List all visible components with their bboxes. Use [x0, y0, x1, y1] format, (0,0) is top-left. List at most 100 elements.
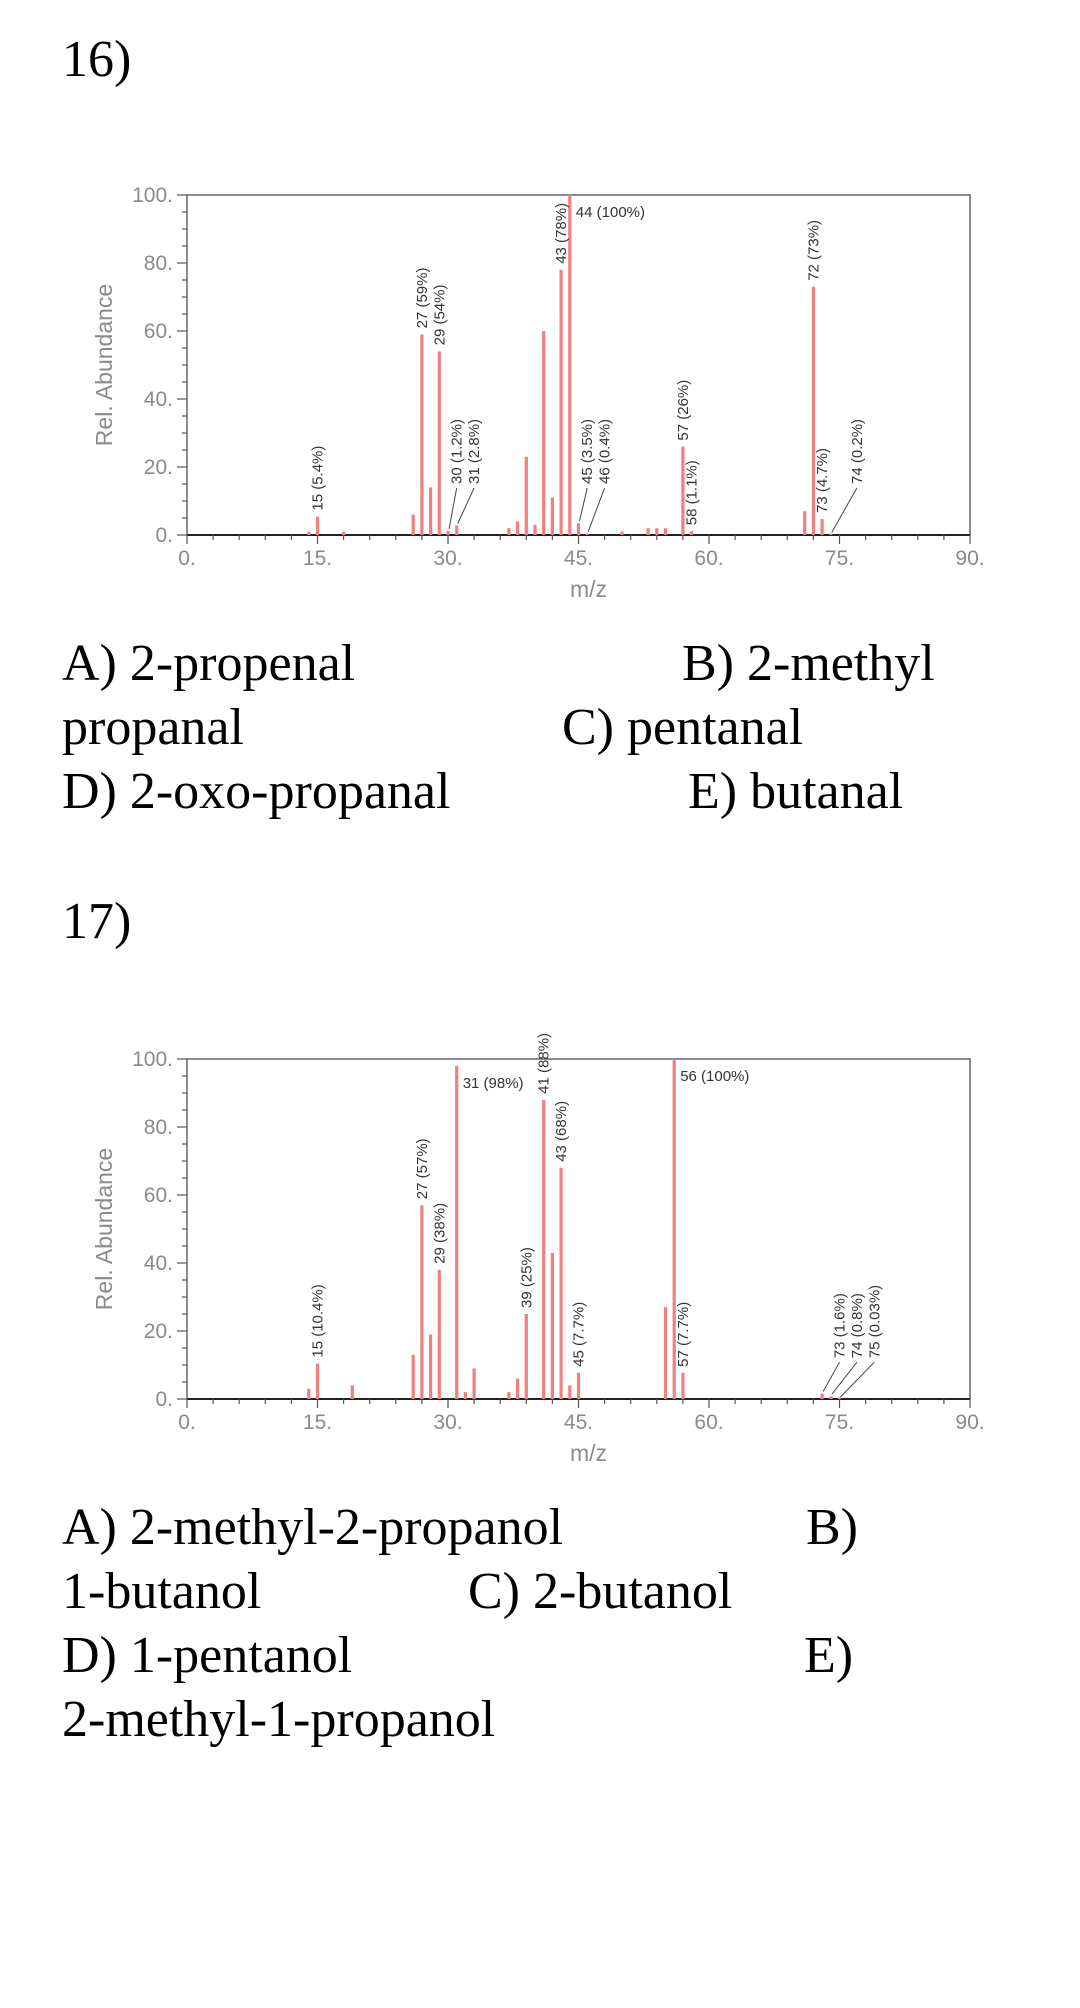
- peak-bar: [550, 1252, 554, 1399]
- peak-bar: [542, 331, 546, 535]
- y-tick-label: 20.: [144, 1320, 173, 1343]
- y-axis-label: Rel. Abundance: [91, 284, 117, 446]
- peak-label: 45 (7.7%): [571, 1302, 588, 1367]
- peak-label: 72 (73%): [805, 220, 822, 281]
- y-tick-label: 40.: [144, 388, 173, 411]
- mass-spectrum-svg: 0. 15. 30. 45. 60. 75. 90. 0. 20. 40. 60. 80. 100. m/…: [91, 184, 985, 602]
- peak-bar: [829, 533, 833, 535]
- peak-bar: [411, 1354, 415, 1399]
- peak-label: 15 (10.4%): [310, 1284, 327, 1357]
- mass-spectrum-svg: 0. 15. 30. 45. 60. 75. 90. 0. 20. 40. 60. 80. 100. m/…: [91, 1033, 985, 1466]
- y-tick-label: 0.: [155, 1388, 173, 1411]
- peak-bar: [663, 528, 668, 535]
- answer-c[interactable]: C) 2-butanol: [468, 1563, 733, 1620]
- answer-e-continued: 2-methyl-1-propanol: [62, 1691, 496, 1748]
- peak-bar: [837, 1397, 842, 1399]
- peak-label: 29 (38%): [431, 1203, 448, 1264]
- peak-bar: [803, 511, 807, 535]
- peak-label-leader: [448, 487, 458, 530]
- answer-b[interactable]: B): [806, 1499, 858, 1556]
- mass-spectrum-chart: 0. 15. 30. 45. 60. 75. 90. 0. 20. 40. 60. 80. 100. m/…: [0, 1032, 1080, 1512]
- y-tick-label: 100.: [132, 184, 173, 207]
- peak-label: 74 (0.8%): [849, 1293, 866, 1358]
- peak-bar: [342, 531, 346, 535]
- peak-bar: [429, 487, 433, 535]
- peak-bar: [681, 446, 685, 535]
- peak-bar: [576, 1372, 581, 1399]
- peak-bar: [585, 533, 589, 535]
- peak-bar: [811, 286, 815, 535]
- peak-label: 75 (0.03%): [866, 1285, 883, 1358]
- peak-bar: [646, 528, 650, 535]
- peak-bar: [507, 1392, 511, 1399]
- peak-bar: [437, 1269, 441, 1399]
- peak-bar: [620, 531, 624, 535]
- peak-bar: [533, 524, 537, 535]
- peak-bar: [655, 528, 659, 535]
- peak-bar: [350, 1385, 354, 1399]
- peak-label: 29 (54%): [431, 285, 448, 346]
- answer-e[interactable]: E) butanal: [688, 763, 904, 820]
- x-tick-label: 60.: [694, 1411, 723, 1434]
- question-number: 16): [62, 31, 132, 88]
- peak-label: 39 (25%): [518, 1247, 535, 1308]
- peak-bar: [455, 1065, 459, 1399]
- peak-bar: [420, 334, 424, 535]
- x-tick-label: 90.: [955, 547, 984, 570]
- peak-bar: [455, 525, 459, 535]
- y-tick-label: 60.: [144, 320, 173, 343]
- x-tick-label: 15.: [303, 1411, 332, 1434]
- answer-a[interactable]: A) 2-propenal: [62, 635, 356, 692]
- peak-bar: [420, 1205, 424, 1399]
- y-tick-label: 40.: [144, 1252, 173, 1275]
- peak-bar: [820, 519, 824, 535]
- answer-b-continued: 1-butanol: [62, 1563, 262, 1620]
- peak-label: 57 (26%): [675, 380, 692, 441]
- peak-bar: [559, 1167, 563, 1399]
- peak-bar: [516, 521, 520, 535]
- x-tick-label: 45.: [564, 1411, 593, 1434]
- peak-label: 41 (88%): [536, 1033, 553, 1094]
- x-tick-label: 75.: [825, 547, 854, 570]
- peak-bar: [829, 1396, 833, 1399]
- peak-label: 27 (57%): [414, 1138, 431, 1199]
- y-tick-label: 80.: [144, 1116, 173, 1139]
- peak-label: 46 (0.4%): [597, 419, 614, 484]
- y-tick-label: 80.: [144, 252, 173, 275]
- peak-bar: [315, 516, 320, 535]
- peak-label: 74 (0.2%): [849, 419, 866, 484]
- answer-c[interactable]: C) pentanal: [562, 699, 804, 756]
- peak-bar: [681, 1372, 685, 1399]
- x-tick-label: 60.: [694, 547, 723, 570]
- peak-bar: [690, 531, 694, 535]
- peak-bar: [507, 528, 511, 535]
- peak-label: 73 (1.6%): [832, 1293, 849, 1358]
- peak-bar: [568, 1385, 572, 1399]
- peak-label: 56 (100%): [680, 1068, 749, 1085]
- x-tick-label: 15.: [303, 547, 332, 570]
- answer-e[interactable]: E): [804, 1627, 854, 1684]
- x-tick-label: 0.: [178, 547, 196, 570]
- peak-bar: [516, 1378, 520, 1399]
- x-tick-label: 0.: [178, 1411, 196, 1434]
- peak-label: 44 (100%): [576, 204, 645, 221]
- peak-label-leader: [579, 487, 588, 522]
- peak-bar: [550, 497, 554, 535]
- x-tick-label: 90.: [955, 1411, 984, 1434]
- x-tick-label: 30.: [433, 1411, 462, 1434]
- y-tick-label: 20.: [144, 456, 173, 479]
- peak-bar: [307, 1388, 311, 1399]
- answer-d[interactable]: D) 1-pentanol: [62, 1627, 353, 1684]
- peak-label: 45 (3.5%): [579, 419, 596, 484]
- peak-bar: [559, 269, 563, 535]
- peak-label-leader: [822, 1361, 840, 1392]
- peak-bar: [315, 1363, 320, 1399]
- peak-bar: [446, 530, 450, 535]
- answer-d[interactable]: D) 2-oxo-propanal: [62, 763, 451, 820]
- peak-label-leader: [831, 1361, 858, 1395]
- peak-label-leader: [831, 487, 858, 533]
- answer-a[interactable]: A) 2-methyl-2-propanol: [62, 1499, 564, 1556]
- answer-b[interactable]: B) 2-methyl: [682, 635, 935, 692]
- peak-label: 30 (1.2%): [449, 419, 466, 484]
- peak-label-leader: [457, 487, 475, 524]
